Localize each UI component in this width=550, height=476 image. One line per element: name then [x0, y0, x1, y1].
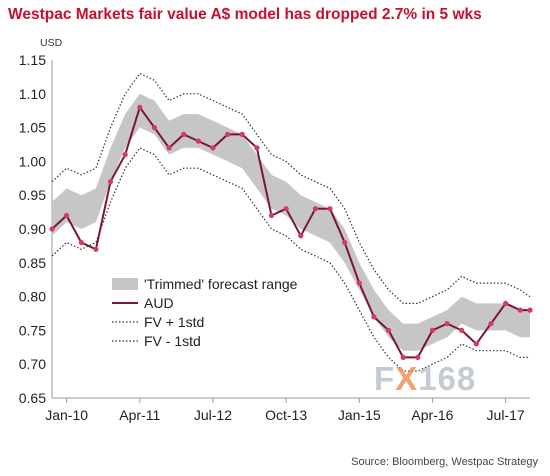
- legend-label: AUD: [144, 295, 174, 311]
- y-axis: USD 0.65 0.70 0.75 0.80 0.85 0.90 0.95 1.00 1.05 1…: [19, 37, 63, 406]
- aud-point: [210, 145, 216, 151]
- aud-point: [107, 179, 114, 185]
- aud-point: [181, 131, 187, 137]
- aud-point: [268, 212, 275, 219]
- aud-point: [166, 145, 172, 151]
- aud-point: [283, 206, 289, 212]
- y-tick-label: 0.80: [19, 289, 46, 305]
- legend-label: FV - 1std: [144, 333, 201, 349]
- aud-point: [415, 354, 421, 360]
- aud-point: [459, 327, 465, 333]
- y-tick-label: 0.90: [19, 221, 46, 237]
- y-axis-label: USD: [40, 37, 63, 49]
- y-tick-label: 0.75: [19, 322, 46, 338]
- aud-point: [429, 327, 435, 333]
- line-aud: [51, 106, 530, 359]
- x-tick-label: Oct-13: [265, 407, 307, 423]
- aud-point: [254, 145, 260, 151]
- aud-point: [64, 212, 70, 219]
- line-fv-minus-1std: [51, 147, 530, 372]
- aud-point: [195, 138, 201, 144]
- y-tick-label: 1.10: [19, 86, 46, 102]
- chart-title: Westpac Markets fair value A$ model has …: [8, 6, 482, 23]
- aud-point: [137, 104, 143, 110]
- aud-point: [444, 321, 450, 327]
- legend-label: 'Trimmed' forecast range: [144, 276, 298, 292]
- aud-point: [386, 327, 392, 333]
- aud-point: [356, 280, 362, 286]
- fx168-watermark-logo: FX168: [374, 360, 476, 398]
- line-fv-plus-1std: [51, 72, 531, 304]
- y-tick-label: 1.00: [19, 153, 46, 169]
- watermark-part-3: 168: [418, 360, 477, 397]
- watermark-part-1: F: [374, 360, 396, 397]
- y-tick-label: 0.65: [19, 390, 46, 406]
- aud-point: [298, 233, 304, 239]
- x-tick-label: Jul-12: [194, 407, 232, 423]
- x-tick-label: Apr-16: [411, 407, 453, 423]
- y-tick-label: 0.70: [19, 356, 46, 372]
- aud-point: [371, 314, 377, 320]
- aud-point: [488, 321, 494, 327]
- aud-point: [503, 300, 509, 306]
- aud-point: [49, 226, 55, 232]
- aud-point: [151, 125, 157, 131]
- aud-point: [473, 341, 479, 347]
- aud-point: [122, 152, 128, 158]
- y-tick-label: 1.15: [19, 52, 46, 68]
- aud-point: [225, 131, 231, 137]
- aud-point: [527, 307, 533, 313]
- band-trimmed-forecast-range: [52, 93, 530, 351]
- aud-point: [342, 239, 348, 246]
- aud-point: [239, 131, 245, 137]
- source-note: Source: Bloomberg, Westpac Strategy: [351, 456, 538, 468]
- aud-point: [312, 206, 318, 212]
- plot-area: [49, 72, 533, 372]
- aud-point: [327, 206, 333, 212]
- x-tick-label: Jul-17: [487, 407, 525, 423]
- legend-label: FV + 1std: [144, 314, 204, 330]
- y-tick-label: 0.95: [19, 187, 46, 203]
- legend: 'Trimmed' forecast range AUD FV + 1std FV -…: [112, 276, 298, 349]
- aud-point: [400, 354, 406, 360]
- x-tick-label: Apr-11: [119, 407, 160, 423]
- y-tick-label: 0.85: [19, 255, 46, 271]
- x-tick-label: Jan-10: [45, 407, 88, 423]
- watermark-part-2: X: [395, 360, 419, 397]
- aud-point: [93, 246, 99, 252]
- aud-point: [78, 239, 84, 246]
- legend-swatch-trimmed-range: [112, 278, 138, 290]
- x-tick-label: Jan-15: [338, 407, 381, 423]
- aud-point: [517, 307, 523, 313]
- x-axis: Jan-10 Apr-11 Jul-12 Oct-13 Jan-15 Apr-16 Jul-…: [45, 397, 530, 423]
- y-tick-label: 1.05: [19, 120, 46, 136]
